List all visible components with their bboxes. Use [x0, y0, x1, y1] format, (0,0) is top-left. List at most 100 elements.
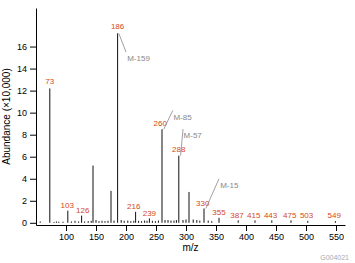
- x-tick-mark: [66, 225, 67, 231]
- peak-label: 288: [172, 145, 186, 154]
- peak-label: 415: [247, 211, 261, 220]
- peak-bar: [183, 220, 184, 223]
- peak-label: 103: [61, 201, 75, 210]
- x-axis: 100150200250300350400450500550: [37, 225, 346, 242]
- x-tick-label: 200: [119, 232, 134, 242]
- y-tick-mark: [30, 179, 36, 180]
- peak-label: 186: [111, 22, 125, 31]
- annotation-label: M-57: [184, 131, 203, 140]
- peak-bar: [93, 166, 94, 223]
- y-tick-mark: [30, 69, 36, 70]
- peak-bar: [127, 221, 128, 223]
- x-tick-label: 400: [239, 232, 254, 242]
- peak-bar: [168, 220, 169, 223]
- peak-bar: [114, 221, 115, 223]
- peak-bar: [138, 221, 139, 223]
- y-tick: 6: [22, 152, 36, 162]
- y-tick: 14: [17, 64, 36, 74]
- annotation-line: [119, 33, 126, 52]
- x-tick-mark: [156, 225, 157, 231]
- y-tick-label: 10: [17, 108, 27, 118]
- annotation-label: M-159: [127, 54, 150, 63]
- marks: [40, 33, 336, 222]
- peak-bar: [54, 221, 55, 223]
- peak-bar: [91, 221, 92, 223]
- y-tick: 2: [22, 196, 36, 206]
- x-tick-mark: [96, 225, 97, 231]
- y-axis-title: Abundance (×10,000): [1, 68, 12, 164]
- peak-bar: [111, 191, 112, 223]
- peak-bar: [155, 221, 156, 223]
- peak-bar: [219, 218, 220, 223]
- peak-label: 216: [127, 202, 141, 211]
- x-tick-label: 550: [329, 232, 344, 242]
- x-tick: 250: [149, 225, 164, 242]
- peak-bar: [178, 156, 179, 223]
- peak-bar: [96, 220, 97, 223]
- x-tick-mark: [126, 225, 127, 231]
- x-tick-mark: [186, 225, 187, 231]
- peak-bar: [102, 221, 103, 223]
- peak-bar: [335, 221, 336, 223]
- annotation-line: [164, 110, 173, 129]
- peak-label: 503: [300, 211, 314, 220]
- x-tick: 300: [179, 225, 194, 242]
- peak-bar: [193, 219, 194, 222]
- peak-bar: [158, 221, 159, 223]
- peak-label: 126: [76, 206, 90, 215]
- annotation-label: M-15: [220, 181, 239, 190]
- x-tick-label: 450: [269, 232, 284, 242]
- peak-bar: [75, 221, 76, 223]
- peak-label: 443: [264, 211, 278, 220]
- plot-area: 1001502002503003504004505005500246810121…: [17, 9, 346, 243]
- y-tick: 10: [17, 108, 36, 118]
- x-tick-label: 150: [89, 232, 104, 242]
- x-tick: 450: [269, 225, 284, 242]
- y-axis-line: [36, 9, 37, 226]
- peak-bar: [135, 212, 136, 223]
- y-tick: 8: [22, 130, 36, 140]
- x-tick: 500: [299, 225, 314, 242]
- peak-bar: [174, 221, 175, 223]
- chart-container: 1001502002503003504004505005500246810121…: [0, 0, 355, 263]
- annotations: 7310312618621623926028833035538741544347…: [45, 22, 341, 220]
- peak-bar: [121, 220, 122, 223]
- y-tick-mark: [30, 201, 36, 202]
- peak-bar: [291, 220, 292, 222]
- peak-label: 239: [143, 209, 157, 218]
- x-tick: 400: [239, 225, 254, 242]
- x-tick: 100: [59, 225, 74, 242]
- y-tick: 4: [22, 174, 36, 184]
- x-tick-label: 250: [149, 232, 164, 242]
- peak-bar: [99, 221, 100, 223]
- x-tick-mark: [216, 225, 217, 231]
- peak-bar: [40, 221, 41, 222]
- peak-bar: [208, 221, 209, 223]
- y-tick-mark: [30, 223, 36, 224]
- annotation-label: M-85: [173, 113, 192, 122]
- y-tick-label: 8: [22, 130, 27, 140]
- peak-bar: [271, 220, 272, 222]
- y-tick-mark: [30, 113, 36, 114]
- y-tick: 0: [22, 218, 36, 228]
- x-tick-mark: [306, 225, 307, 231]
- x-tick-label: 500: [299, 232, 314, 242]
- y-tick-label: 14: [17, 64, 27, 74]
- peak-bar: [196, 220, 197, 223]
- y-tick-label: 16: [17, 42, 27, 52]
- y-tick-mark: [30, 91, 36, 92]
- x-tick-mark: [246, 225, 247, 231]
- y-tick-label: 6: [22, 152, 27, 162]
- annotation-line: [206, 179, 219, 209]
- peak-bar: [204, 208, 205, 222]
- peak-bar: [199, 221, 200, 223]
- peak-bar: [149, 218, 150, 222]
- peak-bar: [88, 221, 89, 223]
- x-axis-title: m/z: [182, 242, 198, 253]
- x-tick: 550: [329, 225, 344, 242]
- peak-bar: [144, 221, 145, 223]
- peak-bar: [255, 220, 256, 222]
- peak-bar: [165, 220, 166, 223]
- peak-bar: [189, 192, 190, 223]
- y-tick-label: 0: [22, 218, 27, 228]
